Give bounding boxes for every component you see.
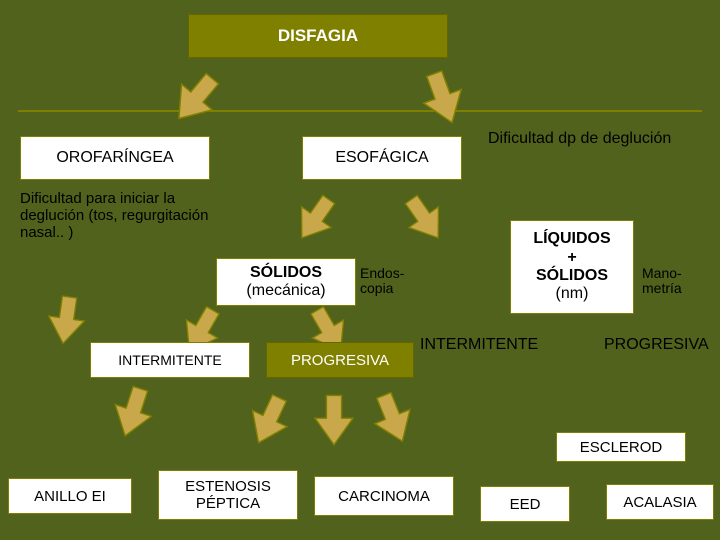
node-progresiva-1: PROGRESIVA: [266, 342, 414, 378]
text-progresiva-2: PROGRESIVA: [604, 336, 720, 354]
node-esclerod: ESCLEROD: [556, 432, 686, 462]
flow-arrow-icon: [393, 186, 460, 256]
flow-arrow-icon: [101, 380, 162, 449]
node-solidos: SÓLIDOS (mecánica): [216, 258, 356, 306]
flow-arrow-icon: [311, 394, 357, 452]
text-dificultad-para: Dificultad para iniciar la deglución (to…: [20, 190, 236, 241]
node-eed: EED: [480, 486, 570, 522]
flow-arrow-icon: [235, 387, 301, 459]
flow-arrow-icon: [411, 64, 477, 138]
label-orofaringea: OROFARÍNGEA: [56, 149, 173, 167]
node-disfagia: DISFAGIA: [188, 14, 448, 58]
text-intermitente-2: INTERMITENTE: [420, 336, 588, 354]
node-orofaringea: OROFARÍNGEA: [20, 136, 210, 180]
label-disfagia: DISFAGIA: [278, 26, 358, 46]
divider-line: [18, 110, 702, 112]
label-solidos-1: SÓLIDOS: [250, 264, 322, 282]
text-manometria: Mano- metría: [642, 266, 714, 297]
node-estenosis: ESTENOSIS PÉPTICA: [158, 470, 298, 520]
label-solidos-2: (mecánica): [246, 282, 325, 300]
text-endoscopia: Endos- copia: [360, 266, 430, 297]
flow-arrow-icon: [362, 385, 426, 456]
node-esofagica: ESOFÁGICA: [302, 136, 462, 180]
node-liq-solidos: LÍQUIDOS + SÓLIDOS (nm): [510, 220, 634, 314]
label-esofagica: ESOFÁGICA: [335, 149, 428, 167]
node-anillo: ANILLO EI: [8, 478, 132, 514]
text-dificultad-dp: Dificultad dp de deglución: [488, 130, 698, 148]
node-intermitente-1: INTERMITENTE: [90, 342, 250, 378]
flow-arrow-icon: [281, 186, 348, 256]
node-carcinoma: CARCINOMA: [314, 476, 454, 516]
flow-arrow-icon: [156, 62, 232, 140]
flow-arrow-icon: [41, 292, 91, 352]
node-acalasia: ACALASIA: [606, 484, 714, 520]
